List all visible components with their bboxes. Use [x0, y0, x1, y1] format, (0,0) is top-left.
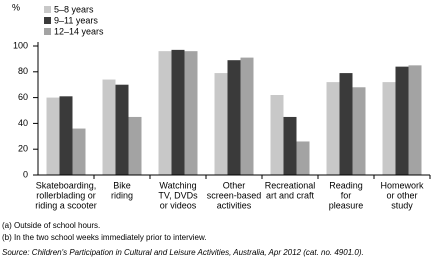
- x-tick-label: activities: [217, 200, 252, 210]
- x-tick-label: Homework: [380, 180, 424, 190]
- x-tick-label: TV, DVDs: [158, 190, 198, 200]
- x-tick-label: Other: [223, 180, 246, 190]
- legend-swatch: [44, 6, 51, 13]
- bar: [382, 82, 396, 175]
- bar: [296, 141, 310, 175]
- bar: [102, 79, 116, 175]
- x-tick-label: Recreational: [265, 180, 316, 190]
- x-tick-label: riding a scooter: [35, 200, 97, 210]
- bar: [184, 51, 198, 175]
- bar: [283, 116, 297, 175]
- y-tick-label: 80: [18, 66, 28, 76]
- bar: [227, 60, 241, 175]
- bar: [339, 73, 353, 175]
- bar: [326, 82, 340, 175]
- y-tick-label: 20: [18, 144, 28, 154]
- bar: [395, 66, 409, 175]
- footnote: (b) In the two school weeks immediately …: [2, 233, 207, 242]
- x-tick-label: riding: [111, 190, 133, 200]
- x-tick-label: Watching: [159, 180, 196, 190]
- footnote: (a) Outside of school hours.: [2, 221, 100, 230]
- y-tick-label: 40: [18, 118, 28, 128]
- bar: [171, 49, 185, 176]
- legend-swatch: [44, 28, 51, 35]
- legend-swatch: [44, 17, 51, 24]
- x-tick-label: Skateboarding,: [36, 180, 97, 190]
- bar: [214, 73, 228, 175]
- bar: [46, 97, 60, 175]
- y-tick-label: 0: [23, 169, 28, 179]
- x-tick-label: for: [341, 190, 352, 200]
- y-axis-label: %: [12, 2, 20, 12]
- x-tick-label: rollerblading or: [36, 190, 96, 200]
- x-tick-label: Bike: [113, 180, 131, 190]
- y-tick-label: 100: [13, 40, 28, 50]
- x-tick-label: or videos: [160, 200, 197, 210]
- source-note: Source: Children's Participation in Cult…: [2, 248, 364, 257]
- bar: [59, 96, 73, 175]
- y-tick-label: 60: [18, 92, 28, 102]
- x-tick-label: art and craft: [266, 190, 315, 200]
- bar: [72, 128, 86, 175]
- x-tick-label: pleasure: [329, 200, 364, 210]
- bar: [240, 57, 254, 175]
- bar: [115, 84, 129, 175]
- bar: [128, 116, 142, 175]
- x-tick-label: study: [391, 200, 413, 210]
- x-tick-label: or other: [386, 190, 417, 200]
- bar: [408, 65, 422, 175]
- legend-label: 5–8 years: [54, 4, 94, 14]
- x-tick-label: screen-based: [207, 190, 262, 200]
- legend-label: 9–11 years: [54, 15, 98, 25]
- bar: [270, 95, 284, 175]
- bar: [158, 51, 172, 175]
- bar: [352, 87, 366, 175]
- x-tick-label: Reading: [329, 180, 363, 190]
- legend-label: 12–14 years: [54, 26, 104, 36]
